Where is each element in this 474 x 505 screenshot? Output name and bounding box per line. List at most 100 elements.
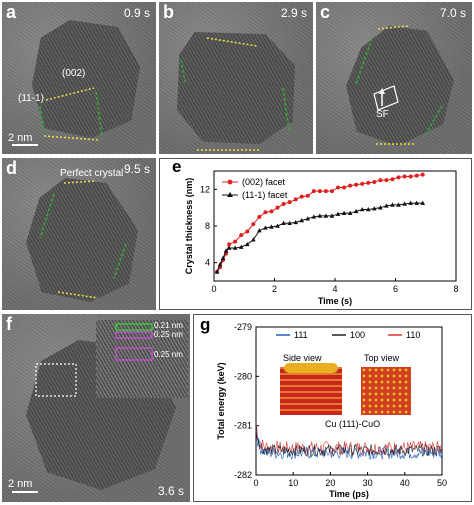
data-point: [347, 210, 353, 215]
panel-label: g: [200, 315, 211, 334]
data-point: [420, 200, 426, 205]
nanoparticle: [177, 32, 295, 144]
data-point: [311, 214, 317, 219]
x-tick-label: 2: [272, 284, 277, 294]
scale-bar-label: 2 nm: [8, 132, 33, 144]
legend-label: 110: [406, 330, 420, 340]
panel-label: b: [163, 2, 174, 22]
data-point: [257, 228, 262, 233]
y-tick-label: 4: [205, 258, 210, 268]
data-point: [223, 248, 229, 253]
x-axis-label: Time (ps): [329, 489, 369, 499]
data-point: [220, 255, 226, 260]
data-point: [263, 210, 268, 215]
data-point: [269, 224, 274, 229]
data-point: [323, 213, 329, 218]
facet-label-002: (002): [62, 68, 86, 79]
panel-label: f: [6, 314, 12, 334]
data-point: [329, 189, 334, 194]
facet-lines-b: [180, 37, 290, 151]
data-point: [402, 174, 407, 179]
data-point: [335, 211, 341, 216]
time-label: 2.9 s: [280, 6, 307, 20]
data-point: [227, 242, 232, 247]
time-label: 0.9 s: [123, 6, 150, 20]
panel-e: e 0 2 4 6 8 4 8 12 Time (s) Crystal thickness (nm…: [159, 158, 472, 310]
data-point: [226, 245, 232, 250]
data-point: [372, 180, 377, 184]
x-tick-label: 6: [393, 284, 398, 294]
data-point: [281, 220, 286, 226]
top-view-label: Top view: [364, 353, 400, 363]
data-point: [275, 205, 280, 210]
data-point: [408, 200, 413, 205]
data-point: [359, 207, 365, 212]
data-point: [341, 210, 347, 215]
legend-marker: [227, 179, 233, 185]
plot-frame: [213, 170, 457, 282]
data-point: [384, 178, 389, 183]
x-tick-label: 30: [363, 478, 373, 488]
y-axis-label: Crystal thickness (nm): [184, 178, 194, 275]
data-point: [293, 197, 298, 202]
data-point: [329, 213, 335, 218]
side-view-label: Side view: [283, 353, 322, 363]
data-point: [348, 183, 353, 188]
panel-label: d: [6, 158, 17, 178]
data-point: [287, 200, 292, 205]
x-tick-label: 8: [453, 284, 458, 294]
panel-a: a 0.9 s (002) (11-1) 2 nm: [2, 2, 156, 154]
data-point: [384, 203, 389, 208]
data-point: [396, 175, 401, 180]
x-tick-label: 0: [253, 478, 258, 488]
data-point: [317, 189, 322, 194]
panel-d: d 9.5 s Perfect crystal: [2, 158, 156, 310]
facet-lines-d: [39, 180, 127, 299]
data-point: [293, 219, 298, 225]
legend-label: 100: [350, 330, 365, 340]
series-line: [216, 202, 423, 273]
data-point: [257, 214, 262, 219]
stacking-fault-label: SF: [376, 109, 389, 120]
x-tick-label: 20: [325, 478, 335, 488]
data-point: [239, 233, 244, 238]
data-point: [360, 181, 365, 186]
data-point: [269, 209, 274, 214]
y-tick-label: 12: [200, 184, 210, 194]
panel-f: f 0.21 nm 0.25 nm 0.25 nm 3.6 s 2 nm: [2, 314, 190, 502]
data-point: [251, 222, 256, 227]
facet-lines-a: [12, 87, 103, 146]
data-point: [251, 237, 256, 242]
data-point: [275, 223, 280, 228]
model-caption: Cu (111)-CuO: [325, 419, 381, 429]
plot-frame: [255, 326, 443, 476]
lattice-spacing-1: 0.21 nm: [154, 321, 183, 330]
facet-lines-c: [355, 25, 443, 145]
data-point: [396, 202, 401, 207]
legend-label: (11-1) facet: [242, 190, 288, 200]
hrtem-inset: [96, 320, 188, 398]
data-point: [305, 216, 311, 221]
data-point: [281, 202, 286, 206]
data-point: [311, 189, 316, 194]
data-point: [238, 244, 244, 249]
thickness-chart: 0 2 4 6 8 4 8 12 Time (s) Crystal thickness (nm) (…: [184, 170, 459, 306]
data-point: [408, 174, 413, 179]
data-point: [365, 207, 371, 212]
data-point: [305, 193, 310, 198]
scale-bar-label: 2 nm: [8, 478, 33, 490]
data-point: [317, 213, 323, 218]
legend-label: (002) facet: [242, 177, 286, 187]
x-tick-label: 4: [332, 284, 337, 294]
data-point: [244, 241, 250, 247]
data-point: [378, 178, 383, 183]
data-point: [414, 173, 419, 178]
legend-label: 111: [294, 330, 308, 340]
panel-c: c 7.0 s SF: [316, 2, 472, 154]
time-label: 3.6 s: [157, 484, 184, 498]
data-point: [232, 245, 238, 250]
legend-marker: [227, 192, 233, 197]
lattice-spacing-2: 0.25 nm: [154, 330, 183, 339]
data-point: [378, 205, 383, 210]
data-point: [263, 225, 268, 230]
